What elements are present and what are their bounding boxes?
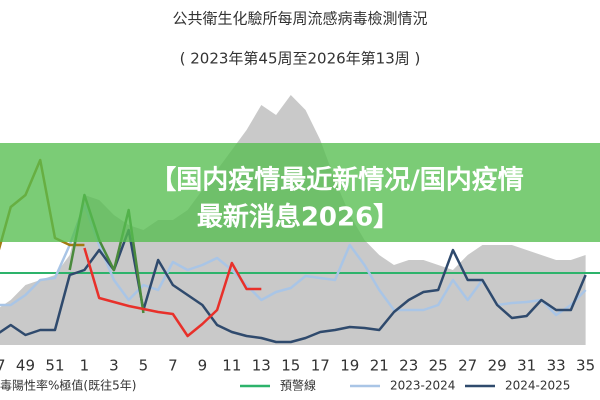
x-tick-label: 47 (0, 357, 6, 375)
x-tick-label: 11 (222, 357, 241, 375)
chart-subtitle: ( 2023年第45周至2026年第13周 ) (180, 50, 421, 68)
legend-label: 毒陽性率%極值(既往5年) (0, 378, 136, 393)
x-tick-label: 1 (80, 357, 90, 375)
x-tick-label: 33 (547, 357, 566, 375)
x-tick-label: 21 (370, 357, 389, 375)
x-tick-label: 49 (16, 357, 35, 375)
x-tick-label: 9 (198, 357, 208, 375)
x-tick-label: 51 (45, 357, 64, 375)
x-tick-label: 25 (429, 357, 448, 375)
banner (0, 143, 600, 242)
x-tick-label: 17 (311, 357, 330, 375)
x-tick-label: 35 (576, 357, 595, 375)
x-tick-label: 5 (139, 357, 149, 375)
x-tick-label: 31 (517, 357, 536, 375)
x-tick-label: 15 (281, 357, 300, 375)
x-tick-label: 19 (340, 357, 359, 375)
series-line (0, 228, 587, 344)
x-tick-label: 23 (399, 357, 418, 375)
x-tick-label: 13 (252, 357, 271, 375)
legend-label: 2023-2024 (390, 379, 455, 393)
banner-text: 最新消息2026】 (197, 202, 399, 233)
legend-label: 2024-2025 (505, 379, 570, 393)
x-tick-label: 27 (458, 357, 477, 375)
x-tick-label: 29 (488, 357, 507, 375)
x-tick-label: 7 (168, 357, 178, 375)
plot: 4749511357911131517192123252729313335毒陽性… (0, 95, 600, 393)
chart-title: 公共衛生化驗所每周流感病毒檢測情況 (172, 10, 427, 28)
x-tick-label: 3 (109, 357, 119, 375)
series-line (83, 247, 262, 338)
legend-label: 預警線 (280, 378, 316, 393)
banner-text: 【国内疫情最近新情况/国内疫情 (150, 165, 524, 196)
